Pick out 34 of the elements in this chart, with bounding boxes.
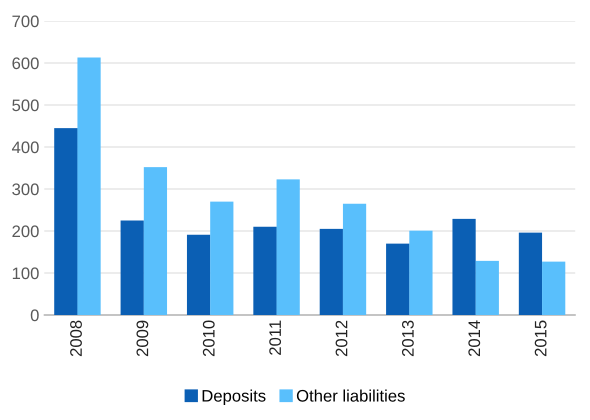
x-tick-label: 2008 — [70, 320, 82, 356]
bar — [386, 244, 410, 315]
x-tick-label: 2014 — [468, 320, 480, 356]
bar — [120, 220, 144, 315]
y-tick-label: 0 — [30, 309, 39, 322]
y-tick-label: 600 — [12, 57, 39, 70]
bar — [476, 260, 499, 315]
bar — [210, 202, 234, 315]
y-tick-label: 500 — [12, 99, 39, 112]
legend-label: Other liabilities — [296, 389, 405, 402]
bar — [342, 204, 366, 315]
bar — [186, 234, 210, 315]
x-tick-label: 2015 — [534, 320, 547, 356]
y-tick-label: 700 — [12, 15, 39, 28]
y-tick-label: 200 — [12, 225, 39, 238]
bar — [144, 167, 168, 315]
bar — [54, 128, 78, 315]
bar — [276, 179, 300, 315]
bar — [253, 226, 277, 315]
y-tick-label: 400 — [12, 141, 39, 154]
bar — [452, 218, 476, 315]
x-tick-label: 2011 — [269, 320, 282, 355]
bar — [320, 228, 343, 315]
bar — [409, 230, 433, 315]
x-tick-label: 2012 — [336, 320, 348, 356]
bar — [542, 262, 566, 315]
x-tick-label: 2009 — [136, 320, 148, 356]
bar — [77, 58, 101, 315]
x-tick-label: 2010 — [202, 320, 215, 356]
y-tick-label: 100 — [12, 267, 39, 280]
y-tick-label: 300 — [12, 183, 39, 196]
bar — [518, 232, 542, 315]
x-tick-label: 2013 — [402, 320, 414, 356]
legend-label: Deposits — [202, 389, 266, 405]
